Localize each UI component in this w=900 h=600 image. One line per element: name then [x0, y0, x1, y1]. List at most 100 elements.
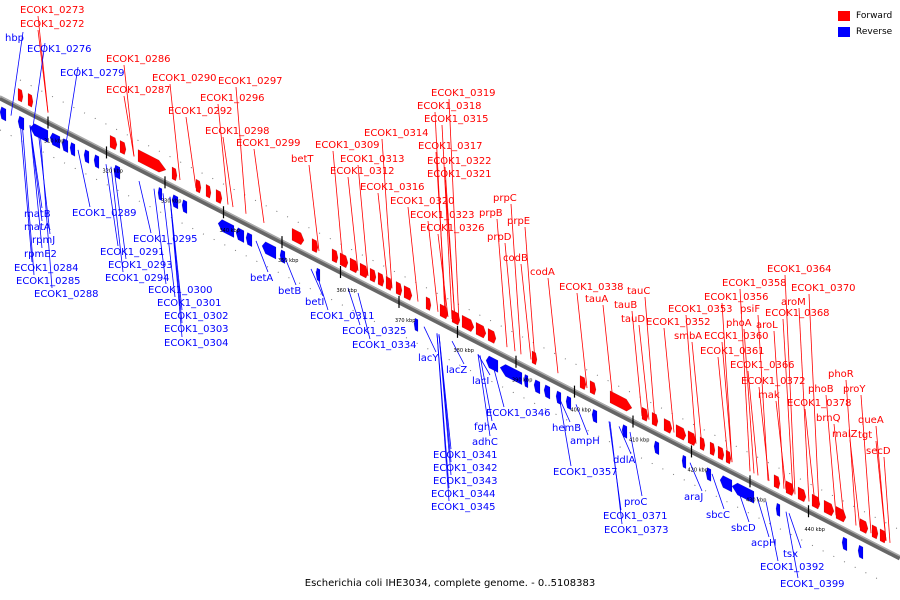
forward-gene[interactable]	[137, 149, 167, 173]
reverse-gene[interactable]	[261, 241, 277, 260]
gene-label-ECOK1_0300[interactable]: ECOK1_0300	[148, 285, 213, 296]
gene-label-betA[interactable]: betA	[250, 273, 273, 284]
reverse-gene[interactable]	[61, 138, 69, 154]
gene-label-ECOK1_0276[interactable]: ECOK1_0276	[27, 44, 92, 55]
gene-label-ECOK1_0290[interactable]: ECOK1_0290	[152, 73, 217, 84]
forward-gene[interactable]	[811, 493, 821, 510]
reverse-gene[interactable]	[83, 149, 90, 164]
reverse-gene[interactable]	[0, 106, 7, 122]
gene-label-ECOK1_0353[interactable]: ECOK1_0353	[668, 304, 733, 315]
gene-label-ECOK1_0315[interactable]: ECOK1_0315	[424, 114, 489, 125]
gene-label-ECOK1_0302[interactable]: ECOK1_0302	[164, 311, 229, 322]
gene-label-ampH[interactable]: ampH	[570, 436, 600, 447]
forward-gene[interactable]	[609, 390, 633, 412]
gene-label-ECOK1_0304[interactable]: ECOK1_0304	[164, 338, 229, 349]
gene-label-ECOK1_0352[interactable]: ECOK1_0352	[646, 317, 711, 328]
gene-label-ECOK1_0292[interactable]: ECOK1_0292	[168, 106, 233, 117]
reverse-gene[interactable]	[841, 536, 848, 552]
forward-gene[interactable]	[119, 139, 127, 155]
forward-gene[interactable]	[349, 257, 359, 274]
reverse-gene[interactable]	[17, 115, 25, 131]
forward-gene[interactable]	[797, 486, 807, 503]
gene-label-prpE[interactable]: prpE	[507, 216, 530, 227]
reverse-gene[interactable]	[731, 482, 755, 504]
reverse-gene[interactable]	[523, 373, 529, 389]
reverse-gene[interactable]	[653, 440, 660, 456]
gene-label-matA[interactable]: matA	[24, 222, 51, 233]
forward-gene[interactable]	[687, 430, 697, 447]
reverse-gene[interactable]	[543, 384, 551, 400]
gene-label-tsx[interactable]: tsx	[783, 549, 798, 560]
gene-label-ECOK1_0301[interactable]: ECOK1_0301	[157, 298, 222, 309]
reverse-gene[interactable]	[621, 424, 628, 439]
gene-label-ECOK1_0373[interactable]: ECOK1_0373	[604, 525, 669, 536]
gene-label-lacI[interactable]: lacI	[472, 376, 489, 387]
gene-label-ECOK1_0309[interactable]: ECOK1_0309	[315, 140, 380, 151]
forward-gene[interactable]	[717, 445, 725, 461]
forward-gene[interactable]	[709, 441, 716, 457]
gene-label-betT[interactable]: betT	[291, 154, 314, 165]
gene-label-hbp[interactable]: hbp	[5, 33, 24, 44]
reverse-gene[interactable]	[533, 379, 541, 395]
gene-label-aroL[interactable]: aroL	[756, 320, 778, 331]
forward-gene[interactable]	[835, 505, 847, 523]
gene-label-ECOK1_0311[interactable]: ECOK1_0311	[310, 311, 375, 322]
gene-label-ddlA[interactable]: ddlA	[613, 455, 635, 466]
reverse-gene[interactable]	[719, 475, 733, 493]
gene-label-ECOK1_0286[interactable]: ECOK1_0286	[106, 54, 171, 65]
reverse-gene[interactable]	[29, 123, 49, 143]
gene-label-ECOK1_0294[interactable]: ECOK1_0294	[105, 273, 170, 284]
reverse-gene[interactable]	[245, 232, 253, 248]
gene-label-malZ[interactable]: malZ	[832, 429, 858, 440]
reverse-gene[interactable]	[775, 502, 781, 518]
gene-label-ECOK1_0325[interactable]: ECOK1_0325	[342, 326, 407, 337]
forward-gene[interactable]	[395, 280, 403, 297]
gene-label-tauA[interactable]: tauA	[585, 294, 608, 305]
gene-label-ECOK1_0273[interactable]: ECOK1_0273	[20, 5, 85, 16]
gene-label-ECOK1_0313[interactable]: ECOK1_0313	[340, 154, 405, 165]
gene-label-ECOK1_0344[interactable]: ECOK1_0344	[431, 489, 496, 500]
forward-gene[interactable]	[531, 350, 538, 366]
gene-label-ECOK1_0346[interactable]: ECOK1_0346	[486, 408, 551, 419]
reverse-gene[interactable]	[591, 408, 598, 424]
gene-label-codA[interactable]: codA	[530, 267, 555, 278]
gene-label-phoA[interactable]: phoA	[726, 318, 752, 329]
gene-label-ECOK1_0287[interactable]: ECOK1_0287	[106, 85, 171, 96]
gene-label-mak[interactable]: mak	[758, 390, 780, 401]
forward-gene[interactable]	[339, 252, 349, 269]
gene-label-hemB[interactable]: hemB	[552, 423, 581, 434]
forward-gene[interactable]	[879, 528, 887, 544]
gene-label-codB[interactable]: codB	[503, 253, 528, 264]
gene-label-ECOK1_0318[interactable]: ECOK1_0318	[417, 101, 482, 112]
gene-label-ECOK1_0392[interactable]: ECOK1_0392	[760, 562, 825, 573]
reverse-gene[interactable]	[49, 132, 61, 150]
gene-label-betB[interactable]: betB	[278, 286, 301, 297]
forward-gene[interactable]	[439, 303, 449, 320]
forward-gene[interactable]	[359, 262, 369, 279]
reverse-gene[interactable]	[565, 395, 572, 411]
forward-gene[interactable]	[291, 227, 305, 246]
reverse-gene[interactable]	[555, 390, 562, 406]
gene-label-proY[interactable]: proY	[843, 384, 866, 395]
forward-gene[interactable]	[425, 296, 432, 312]
gene-label-lacZ[interactable]: lacZ	[446, 365, 467, 376]
gene-label-ECOK1_0312[interactable]: ECOK1_0312	[330, 166, 395, 177]
gene-label-fghA[interactable]: fghA	[474, 422, 497, 433]
gene-label-ECOK1_0297[interactable]: ECOK1_0297	[218, 76, 283, 87]
forward-gene[interactable]	[675, 424, 687, 441]
forward-gene[interactable]	[589, 380, 597, 396]
gene-label-ECOK1_0358[interactable]: ECOK1_0358	[722, 278, 787, 289]
forward-gene[interactable]	[823, 499, 835, 517]
reverse-gene[interactable]	[181, 199, 188, 214]
gene-label-ECOK1_0323[interactable]: ECOK1_0323	[410, 210, 475, 221]
gene-label-tgt[interactable]: tgt	[858, 430, 872, 441]
gene-label-ECOK1_0370[interactable]: ECOK1_0370	[791, 283, 856, 294]
gene-label-prpD[interactable]: prpD	[487, 232, 512, 243]
forward-gene[interactable]	[17, 87, 24, 103]
gene-label-ECOK1_0345[interactable]: ECOK1_0345	[431, 502, 496, 513]
reverse-gene[interactable]	[413, 317, 419, 333]
gene-label-ECOK1_0279[interactable]: ECOK1_0279	[60, 68, 125, 79]
gene-label-rpmE2[interactable]: rpmE2	[24, 249, 57, 260]
gene-label-lacY[interactable]: lacY	[418, 353, 439, 364]
gene-label-phoB[interactable]: phoB	[808, 384, 834, 395]
